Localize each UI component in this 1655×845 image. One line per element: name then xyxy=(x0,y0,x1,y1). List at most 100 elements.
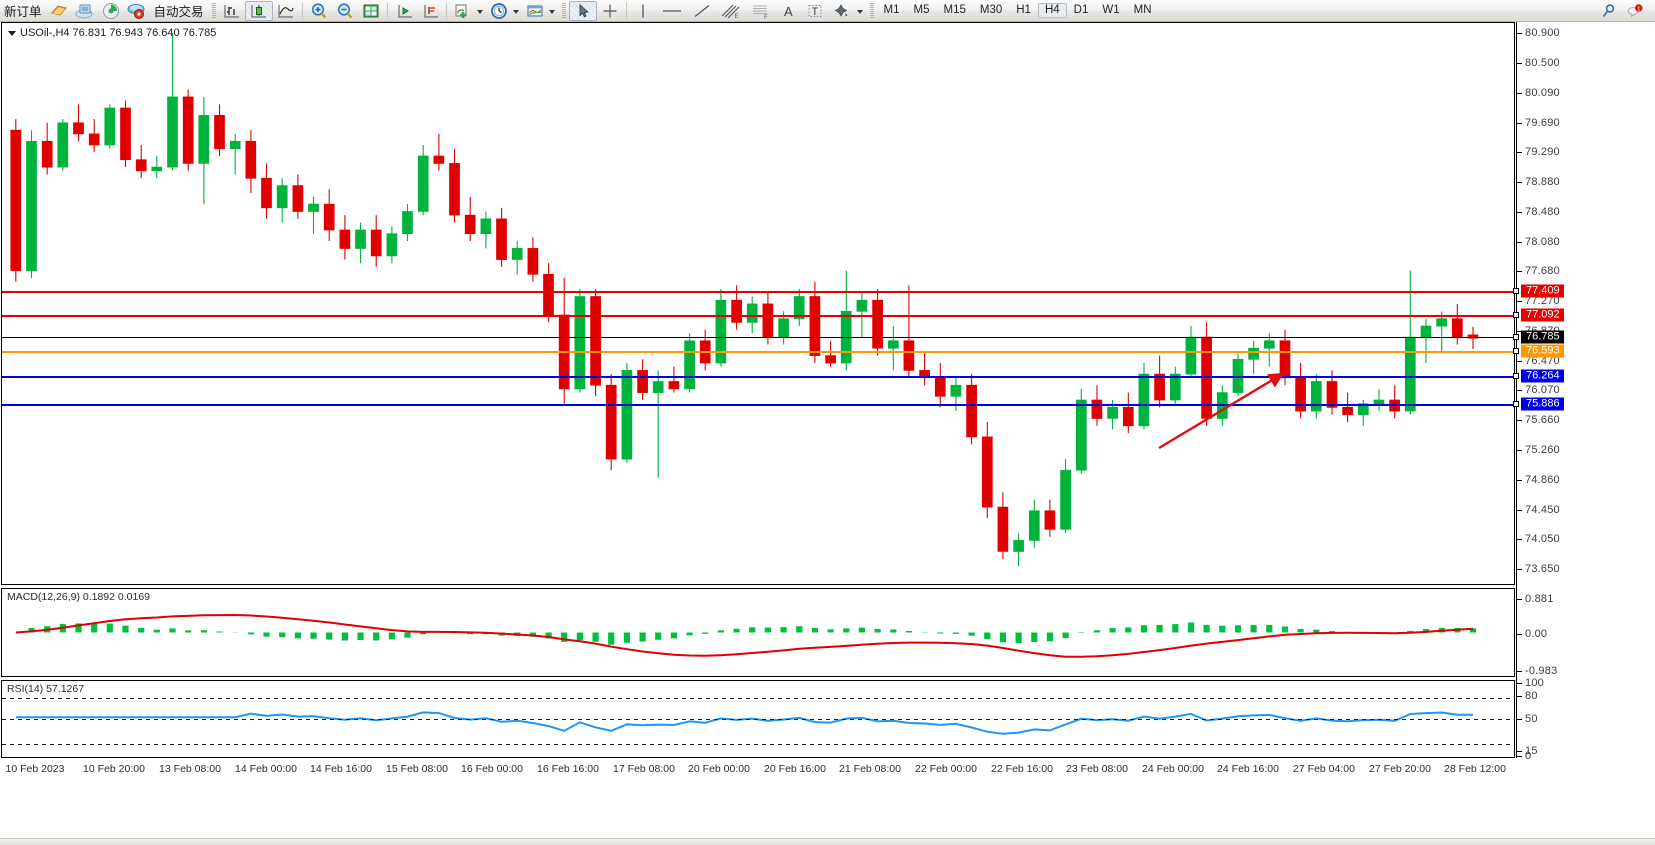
autotrade-button[interactable]: 自动交易 xyxy=(153,5,204,19)
level-handle[interactable] xyxy=(1513,372,1519,379)
expert-advisor-icon[interactable] xyxy=(46,1,72,21)
text-icon[interactable]: A xyxy=(776,1,802,21)
symbol-text: USOil-,H4 76.831 76.943 76.640 76.785 xyxy=(20,27,217,39)
signals-icon[interactable] xyxy=(98,1,124,21)
time-tick-label: 22 Feb 16:00 xyxy=(991,763,1053,775)
macd-label[interactable]: MACD(12,26,9) 0.1892 0.0169 xyxy=(7,591,151,603)
level-handle[interactable] xyxy=(1513,348,1519,355)
vertical-line-icon[interactable] xyxy=(630,1,656,21)
price-badge[interactable]: 76.264 xyxy=(1521,369,1564,383)
zoom-in-icon[interactable] xyxy=(306,1,332,21)
price-chart-panel[interactable]: USOil-,H4 76.831 76.943 76.640 76.785 xyxy=(1,22,1515,585)
chevron-down-icon[interactable] xyxy=(856,9,863,14)
line-chart-icon[interactable] xyxy=(273,1,299,21)
rsi-label[interactable]: RSI(14) 57.1267 xyxy=(7,683,85,695)
time-tick-label: 10 Feb 2023 xyxy=(5,763,65,775)
notification-icon[interactable]: 1 xyxy=(1623,1,1647,21)
macd-series xyxy=(15,613,1477,658)
chevron-down-icon[interactable] xyxy=(476,9,483,14)
candlestick-series xyxy=(10,34,1479,567)
timeframe-w1[interactable]: W1 xyxy=(1102,4,1120,16)
shapes-icon[interactable] xyxy=(828,1,856,21)
timeframe-h4[interactable]: H4 xyxy=(1037,3,1067,18)
search-icon[interactable] xyxy=(1595,1,1623,21)
indicators-icon[interactable] xyxy=(450,1,476,21)
templates-icon[interactable] xyxy=(522,1,548,21)
macd-tick-label: -0.983 xyxy=(1525,664,1558,677)
price-plot xyxy=(2,23,1514,584)
level-line-77092[interactable] xyxy=(2,314,1514,317)
timeframe-d1[interactable]: D1 xyxy=(1073,4,1089,16)
timeframe-m1[interactable]: M1 xyxy=(883,4,900,16)
chevron-down-icon[interactable] xyxy=(512,9,519,14)
time-tick-label: 20 Feb 16:00 xyxy=(764,763,826,775)
toolbar-separator xyxy=(301,2,303,19)
current-price-line xyxy=(2,337,1514,339)
level-line-76593[interactable] xyxy=(2,351,1514,354)
chart-shift-icon[interactable] xyxy=(391,1,417,21)
trendline-icon[interactable] xyxy=(688,1,716,21)
rsi-plot xyxy=(2,681,1514,757)
fibonacci-retracement-icon[interactable]: F xyxy=(746,1,776,21)
price-tick-label: 74.450 xyxy=(1525,503,1560,516)
toolbar-separator xyxy=(386,2,388,19)
window-bottom-edge xyxy=(0,838,1655,845)
symbol-info-label[interactable]: USOil-,H4 76.831 76.943 76.640 76.785 xyxy=(8,27,216,39)
price-badge[interactable]: 75.886 xyxy=(1521,397,1564,411)
level-handle[interactable] xyxy=(1513,400,1519,407)
price-tick-label: 74.860 xyxy=(1525,473,1560,486)
equidistant-channel-icon[interactable]: E xyxy=(716,1,746,21)
toolbar-separator xyxy=(445,2,447,19)
chevron-down-icon[interactable] xyxy=(548,9,555,14)
level-line-75886[interactable] xyxy=(2,403,1514,406)
price-badge[interactable]: 77.409 xyxy=(1521,284,1564,298)
macd-panel[interactable]: MACD(12,26,9) 0.1892 0.0169 xyxy=(1,588,1515,677)
time-tick-label: 24 Feb 00:00 xyxy=(1142,763,1204,775)
cursor-icon[interactable] xyxy=(568,0,597,21)
text-label-icon[interactable]: T xyxy=(802,1,828,21)
level-handle[interactable] xyxy=(1513,334,1519,341)
time-tick-label: 10 Feb 20:00 xyxy=(83,763,145,775)
time-tick-label: 21 Feb 08:00 xyxy=(839,763,901,775)
horizontal-line-icon[interactable] xyxy=(656,1,688,21)
chevron-down-icon[interactable] xyxy=(8,30,16,36)
period-icon[interactable] xyxy=(486,1,512,21)
candlestick-chart-icon[interactable] xyxy=(244,0,273,21)
time-axis[interactable]: 10 Feb 2023 10 Feb 20:00 13 Feb 08:00 14 Fe… xyxy=(1,760,1515,782)
timeframe-mn[interactable]: MN xyxy=(1133,4,1152,16)
crosshair-icon[interactable] xyxy=(597,1,623,21)
rsi-tick xyxy=(1517,755,1522,757)
timeframe-m15[interactable]: M15 xyxy=(943,4,966,16)
rsi-tick-label: 0 xyxy=(1525,749,1532,762)
macd-plot xyxy=(2,589,1514,676)
level-handle[interactable] xyxy=(1513,288,1519,295)
level-handle[interactable] xyxy=(1513,311,1519,318)
autotrade-icon[interactable] xyxy=(124,1,150,21)
timeframe-m30[interactable]: M30 xyxy=(979,4,1003,16)
price-axis[interactable]: 80.900 80.500 80.090 79.690 79.290 78.880 78.4… xyxy=(1513,22,1655,762)
price-badge[interactable]: 76.785 xyxy=(1521,330,1564,344)
rsi-panel[interactable]: RSI(14) 57.1267 xyxy=(1,680,1515,758)
toolbar-grip[interactable] xyxy=(868,2,874,19)
timeframe-h1[interactable]: H1 xyxy=(1016,4,1031,16)
rsi-tick xyxy=(1517,683,1522,685)
price-tick xyxy=(1517,212,1522,213)
tile-windows-icon[interactable] xyxy=(358,1,384,21)
rsi-tick xyxy=(1517,750,1522,752)
price-tick xyxy=(1517,569,1522,570)
toolbar-grip[interactable] xyxy=(560,2,566,19)
auto-scroll-icon[interactable] xyxy=(417,1,443,21)
macd-tick-label: 0.881 xyxy=(1525,592,1554,605)
main-toolbar: 新订单 自动交易 xyxy=(0,0,1655,22)
toolbar-grip[interactable] xyxy=(210,2,216,19)
bar-chart-icon[interactable] xyxy=(219,1,245,21)
new-order-button[interactable]: 新订单 xyxy=(4,5,42,19)
data-window-icon[interactable] xyxy=(72,1,98,21)
zoom-out-icon[interactable] xyxy=(332,1,358,21)
price-badge[interactable]: 77.092 xyxy=(1521,308,1564,321)
level-line-76264[interactable] xyxy=(2,375,1514,378)
timeframe-m5[interactable]: M5 xyxy=(913,4,930,16)
level-line-77409[interactable] xyxy=(2,291,1514,294)
time-tick-label: 13 Feb 08:00 xyxy=(159,763,221,775)
price-badge[interactable]: 76.593 xyxy=(1521,344,1564,358)
